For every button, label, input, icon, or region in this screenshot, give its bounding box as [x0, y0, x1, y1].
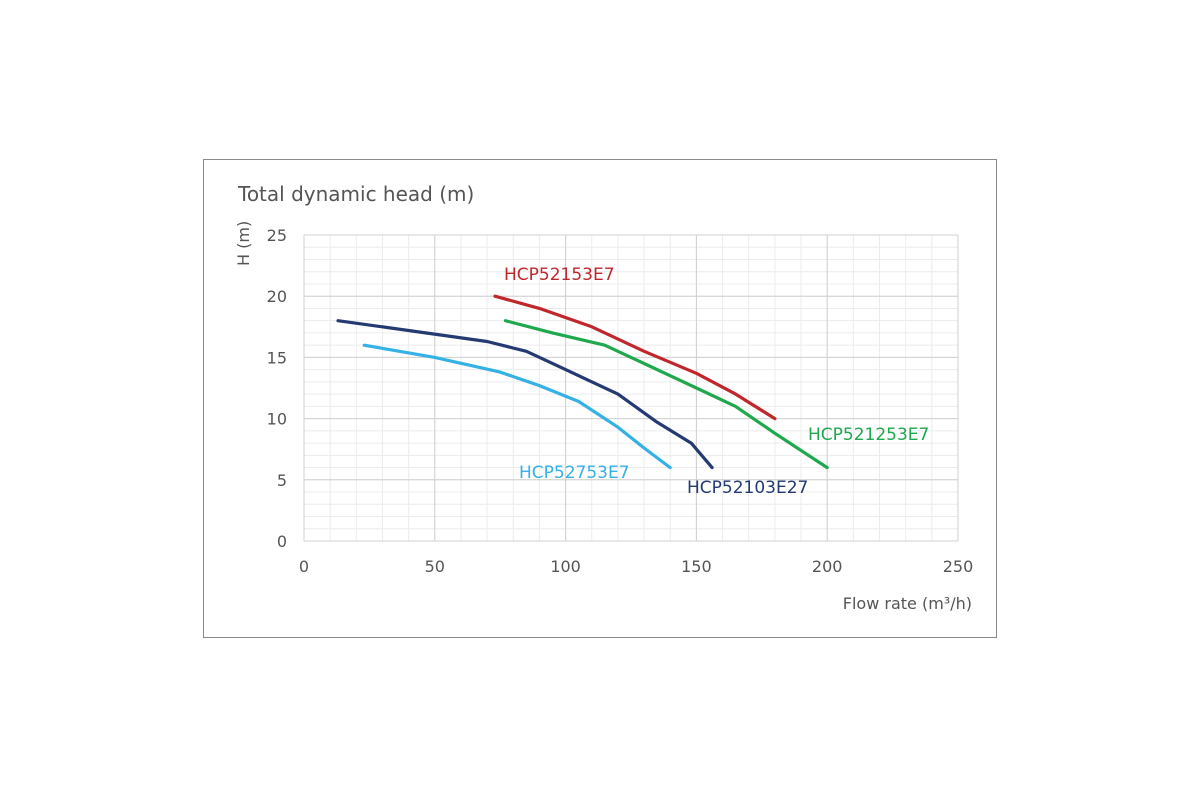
y-tick-label: 15	[267, 348, 287, 367]
series-line-hcp521253e7	[503, 319, 829, 470]
series-labels: HCP52153E7 HCP521253E7 HCP52103E27 HCP52…	[504, 265, 929, 498]
y-tick-label: 0	[277, 532, 287, 551]
y-tick-label: 10	[267, 410, 287, 429]
series-line-hcp52753e7	[362, 343, 672, 470]
y-tick-label: 5	[277, 471, 287, 490]
grid-minor	[303, 234, 959, 542]
series-label-hcp52153e7: HCP52153E7	[504, 265, 615, 285]
series-line-hcp52103e27	[336, 319, 714, 470]
pump-curve-chart: Total dynamic head (m) H (m) Flow rate (…	[234, 182, 974, 613]
y-tick-label: 20	[267, 287, 287, 306]
x-tick-label: 50	[425, 557, 445, 576]
x-tick-label: 250	[943, 557, 974, 576]
x-axis-label: Flow rate (m³/h)	[843, 594, 972, 613]
series-lines	[336, 294, 829, 470]
y-axis-label: H (m)	[234, 221, 253, 266]
y-tick-label: 25	[267, 226, 287, 245]
x-tick-label: 100	[550, 557, 581, 576]
x-tick-label: 150	[681, 557, 712, 576]
chart-frame: Total dynamic head (m) H (m) Flow rate (…	[203, 159, 997, 638]
series-label-hcp521253e7: HCP521253E7	[808, 425, 929, 445]
series-label-hcp52753e7: HCP52753E7	[519, 463, 630, 483]
tick-labels: 0 50 100 150 200 250 0 5 10 15 20 25	[267, 226, 974, 576]
x-tick-label: 0	[299, 557, 309, 576]
chart-title: Total dynamic head (m)	[237, 182, 474, 206]
grid-major	[303, 234, 959, 542]
series-line-hcp52153e7	[493, 294, 777, 421]
series-label-hcp52103e27: HCP52103E27	[687, 478, 808, 498]
x-tick-label: 200	[812, 557, 843, 576]
